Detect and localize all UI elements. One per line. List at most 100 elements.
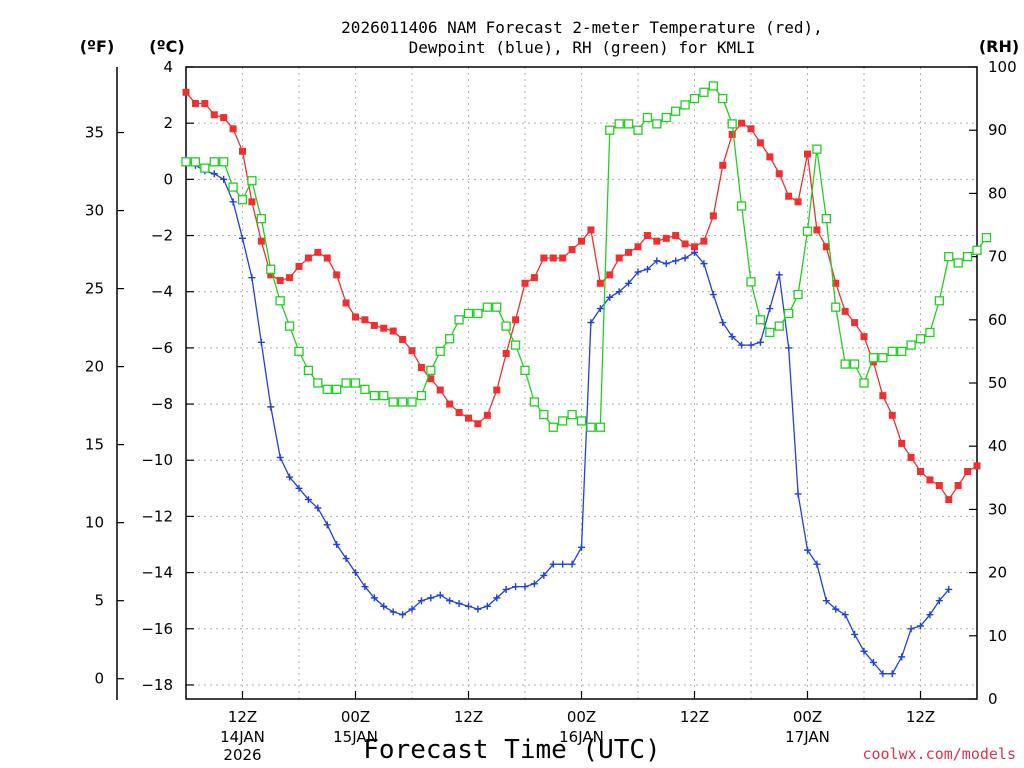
temperature-point xyxy=(851,319,859,327)
rh-point xyxy=(887,346,897,357)
dewpoint-point xyxy=(596,305,604,313)
rh-unit-label: (RH) xyxy=(979,37,1019,56)
dewpoint-point xyxy=(314,504,322,512)
fahrenheit-tick-label: 0 xyxy=(94,670,104,688)
temperature-point xyxy=(370,321,378,329)
temperature-point xyxy=(719,161,727,169)
dewpoint-point xyxy=(766,305,774,313)
fahrenheit-axis: 35 30 25 20 15 10 5 0 xyxy=(85,124,124,688)
rh-point xyxy=(699,87,709,97)
temperature-point xyxy=(304,254,312,262)
dewpoint-point xyxy=(728,333,736,341)
rh-point xyxy=(228,182,238,192)
rh-point xyxy=(388,397,398,407)
temperature-point xyxy=(530,274,538,282)
rh-point xyxy=(294,346,304,357)
rh-point xyxy=(680,100,690,110)
temperature-point xyxy=(502,350,510,358)
rh-point xyxy=(539,409,549,420)
temperature-point xyxy=(907,453,915,461)
series-layer xyxy=(181,81,992,678)
rh-point xyxy=(350,378,361,388)
fahrenheit-tick-label: 35 xyxy=(85,124,104,142)
dewpoint-point xyxy=(267,403,275,411)
dewpoint-point xyxy=(568,560,576,568)
temperature-point xyxy=(483,411,491,419)
celsius-tick-label: −4 xyxy=(151,283,173,301)
dewpoint-point xyxy=(926,611,934,619)
dewpoint-point xyxy=(747,341,755,349)
dewpoint-point xyxy=(587,319,595,327)
dewpoint-point xyxy=(719,319,727,327)
dewpoint-point xyxy=(530,580,538,588)
rh-point xyxy=(623,119,634,129)
temperature-point xyxy=(606,271,614,279)
rh-tick-label: 20 xyxy=(988,564,1007,582)
time-tick-label: 00Z xyxy=(567,708,596,726)
rh-point xyxy=(812,144,822,154)
fahrenheit-tick-label: 30 xyxy=(85,202,104,220)
dewpoint-point xyxy=(794,490,802,498)
celsius-tick-label: −14 xyxy=(141,564,173,582)
dewpoint-point xyxy=(738,341,746,349)
dewpoint-point xyxy=(436,591,444,599)
temperature-point xyxy=(587,226,595,234)
temperature-point xyxy=(832,279,840,287)
credit-label: coolwx.com/models xyxy=(862,745,1016,763)
temperature-point xyxy=(804,150,811,158)
temperature-point xyxy=(549,254,557,262)
dewpoint-point xyxy=(239,234,246,242)
rh-point xyxy=(642,112,653,123)
rh-point xyxy=(652,119,662,129)
temperature-point xyxy=(210,111,218,119)
temperature-point xyxy=(446,400,454,408)
rh-tick-label: 30 xyxy=(988,500,1007,518)
rh-point xyxy=(209,157,219,167)
rh-point xyxy=(256,214,266,224)
temperature-point xyxy=(860,333,868,341)
time-tick-label: 12Z xyxy=(906,708,935,726)
time-tick-label: 12Z xyxy=(228,708,257,726)
fahrenheit-tick-label: 15 xyxy=(85,436,104,454)
temperature-point xyxy=(427,375,435,383)
rh-point xyxy=(981,232,992,243)
rh-point xyxy=(736,201,747,211)
celsius-tick-label: −6 xyxy=(151,339,173,357)
dewpoint-point xyxy=(210,170,218,178)
temperature-point xyxy=(709,212,717,220)
rh-point xyxy=(445,334,455,344)
temperature-point xyxy=(229,125,237,133)
dewpoint-point xyxy=(775,271,783,279)
temperature-point xyxy=(342,299,350,307)
rh-point xyxy=(482,302,492,312)
rh-point xyxy=(219,157,229,167)
rh-point xyxy=(341,378,351,388)
rh-point xyxy=(313,378,323,388)
dewpoint-point xyxy=(389,608,397,616)
temperature-point xyxy=(973,462,981,470)
fahrenheit-tick-label: 25 xyxy=(85,280,104,298)
temperature-point xyxy=(474,420,482,428)
rh-point xyxy=(360,384,370,394)
rh-point xyxy=(944,251,954,262)
dewpoint-point xyxy=(898,653,906,661)
time-date-label: 16JAN xyxy=(559,728,604,746)
rh-tick-label: 80 xyxy=(988,184,1007,202)
dewpoint-point xyxy=(917,622,924,630)
rh-point xyxy=(303,365,314,376)
temperature-point xyxy=(775,170,783,178)
temperature-point xyxy=(691,243,698,251)
dewpoint-point xyxy=(474,605,482,613)
celsius-tick-label: −18 xyxy=(141,676,173,694)
temperature-point xyxy=(276,276,284,284)
dewpoint-point xyxy=(559,560,567,568)
temperature-point xyxy=(662,234,670,242)
dewpoint-point xyxy=(860,647,868,655)
rh-point xyxy=(831,302,841,312)
rh-point xyxy=(633,125,643,135)
rh-point xyxy=(925,327,935,338)
temperature-point xyxy=(267,271,275,279)
dewpoint-point xyxy=(304,496,312,504)
temperature-point xyxy=(643,232,651,240)
rh-tick-label: 40 xyxy=(988,437,1007,455)
